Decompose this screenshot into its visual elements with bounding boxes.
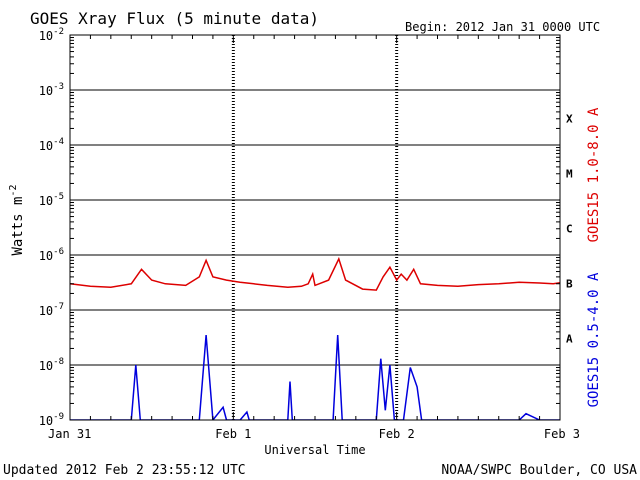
y-tick-exp: -5 <box>53 192 64 202</box>
credit-label: NOAA/SWPC Boulder, CO USA <box>441 463 637 478</box>
y-axis-label-base: Watts m <box>10 197 26 256</box>
legend-long-channel: GOES15 1.0-8.0 A <box>586 107 602 242</box>
flare-class-x: X <box>566 113 573 126</box>
x-tick-label: Jan 31 <box>48 427 91 441</box>
flare-class-c: C <box>566 223 573 236</box>
plot-frame <box>69 34 561 421</box>
y-tick-exp: -3 <box>53 82 64 92</box>
y-tick-exp: -8 <box>53 357 64 367</box>
y-tick-label: 10-3 <box>39 82 64 98</box>
flare-class-labels: A B C M X <box>566 113 573 346</box>
y-tick-base: 10 <box>39 249 53 263</box>
series-lines <box>70 256 560 420</box>
y-tick-base: 10 <box>39 304 53 318</box>
y-tick-base: 10 <box>39 29 53 43</box>
gridlines <box>70 35 560 420</box>
y-tick-base: 10 <box>39 194 53 208</box>
y-tick-label: 10-5 <box>39 192 64 208</box>
chart-title: GOES Xray Flux (5 minute data) <box>30 9 319 28</box>
x-tick-label: Feb 2 <box>379 427 415 441</box>
y-tick-exp: -6 <box>53 247 64 257</box>
y-tick-exp: -9 <box>53 412 64 422</box>
y-tick-label: 10-4 <box>39 137 64 153</box>
y-tick-label: 10-7 <box>39 302 64 318</box>
y-tick-exp: -7 <box>53 302 64 312</box>
y-tick-label: 10-8 <box>39 357 64 373</box>
x-tick-label: Feb 3 <box>544 427 580 441</box>
series-short-channel <box>70 335 560 420</box>
updated-timestamp: Updated 2012 Feb 2 23:55:12 UTC <box>3 463 246 478</box>
y-tick-base: 10 <box>39 84 53 98</box>
x-tick-label: Feb 1 <box>215 427 251 441</box>
flare-class-a: A <box>566 333 573 346</box>
y-tick-base: 10 <box>39 139 53 153</box>
y-axis-label: Watts m-2 <box>8 184 26 255</box>
y-tick-base: 10 <box>39 414 53 428</box>
y-tick-exp: -4 <box>53 137 64 147</box>
x-axis-label: Universal Time <box>264 443 365 457</box>
y-tick-label: 10-2 <box>39 27 64 43</box>
begin-label: Begin: 2012 Jan 31 0000 UTC <box>405 20 600 34</box>
flare-class-b: B <box>566 278 573 291</box>
y-tick-label: 10-6 <box>39 247 64 263</box>
series-long-channel <box>70 256 560 291</box>
y-tick-label: 10-9 <box>39 412 64 428</box>
flare-class-m: M <box>566 168 573 181</box>
legend-short-channel: GOES15 0.5-4.0 A <box>586 272 602 407</box>
y-tick-base: 10 <box>39 359 53 373</box>
y-tick-exp: -2 <box>53 27 64 37</box>
y-axis-label-exp: -2 <box>8 184 19 196</box>
x-axis-ticks: Jan 31 Feb 1 Feb 2 Feb 3 <box>48 35 580 441</box>
y-axis-ticks: 10-910-810-710-610-510-410-310-2 <box>39 27 560 428</box>
